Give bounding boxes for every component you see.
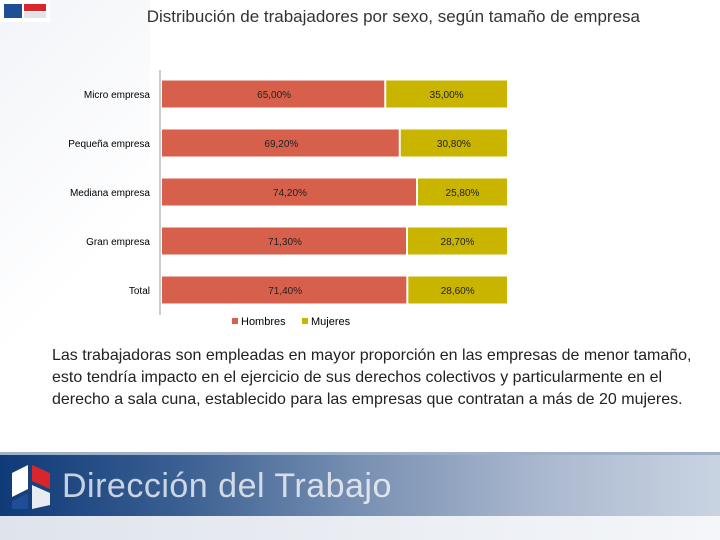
data-label: 74,20% [273,188,307,199]
footer-banner: Dirección del Trabajo [0,452,720,519]
bar-mujeres [408,276,507,304]
data-label: 69,20% [264,139,298,150]
legend-swatch [232,318,238,324]
category-label: Mediana empresa [70,188,150,199]
data-label: 30,80% [437,139,471,150]
data-label: 71,40% [268,286,302,297]
legend-swatch [302,318,308,324]
category-label: Total [129,286,150,297]
data-label: 28,60% [441,286,475,297]
data-label: 35,00% [430,90,464,101]
chart-area: Micro empresa Pequeña empresa Mediana empr… [68,70,507,328]
data-label: 71,30% [268,237,302,248]
legend-label: Hombres [241,316,286,328]
bar-hombres [162,129,399,157]
bars [162,80,507,304]
bar-mujeres [407,227,507,255]
category-label: Gran empresa [86,237,150,248]
data-label: 65,00% [257,90,291,101]
category-labels: Micro empresa Pequeña empresa Mediana empr… [68,90,150,297]
footer-strip [0,516,720,540]
background-decoration [0,0,150,450]
chart-title: Distribución de trabajadores por sexo, s… [146,7,640,26]
bar-mujeres [400,129,507,157]
footer-brand: Dirección del Trabajo [62,467,392,505]
bar-hombres [162,276,407,304]
bar-hombres [162,227,406,255]
bar-hombres [162,178,416,206]
data-label: 25,80% [446,188,480,199]
institution-logo-icon [0,0,50,22]
legend-label: Mujeres [311,316,351,328]
legend: Hombres Mujeres [232,316,351,328]
bar-mujeres [417,178,507,206]
value-labels: 65,00% 35,00% 69,20% 30,80% 74,20% 25,80% 71,3… [257,90,479,297]
category-label: Micro empresa [84,90,151,101]
bar-mujeres [386,80,507,108]
caption-text: Las trabajadoras son empleadas en mayor … [52,347,692,408]
bar-hombres [162,80,385,108]
category-label: Pequeña empresa [68,139,150,150]
data-label: 28,70% [441,237,475,248]
institution-logo-icon [12,465,50,509]
